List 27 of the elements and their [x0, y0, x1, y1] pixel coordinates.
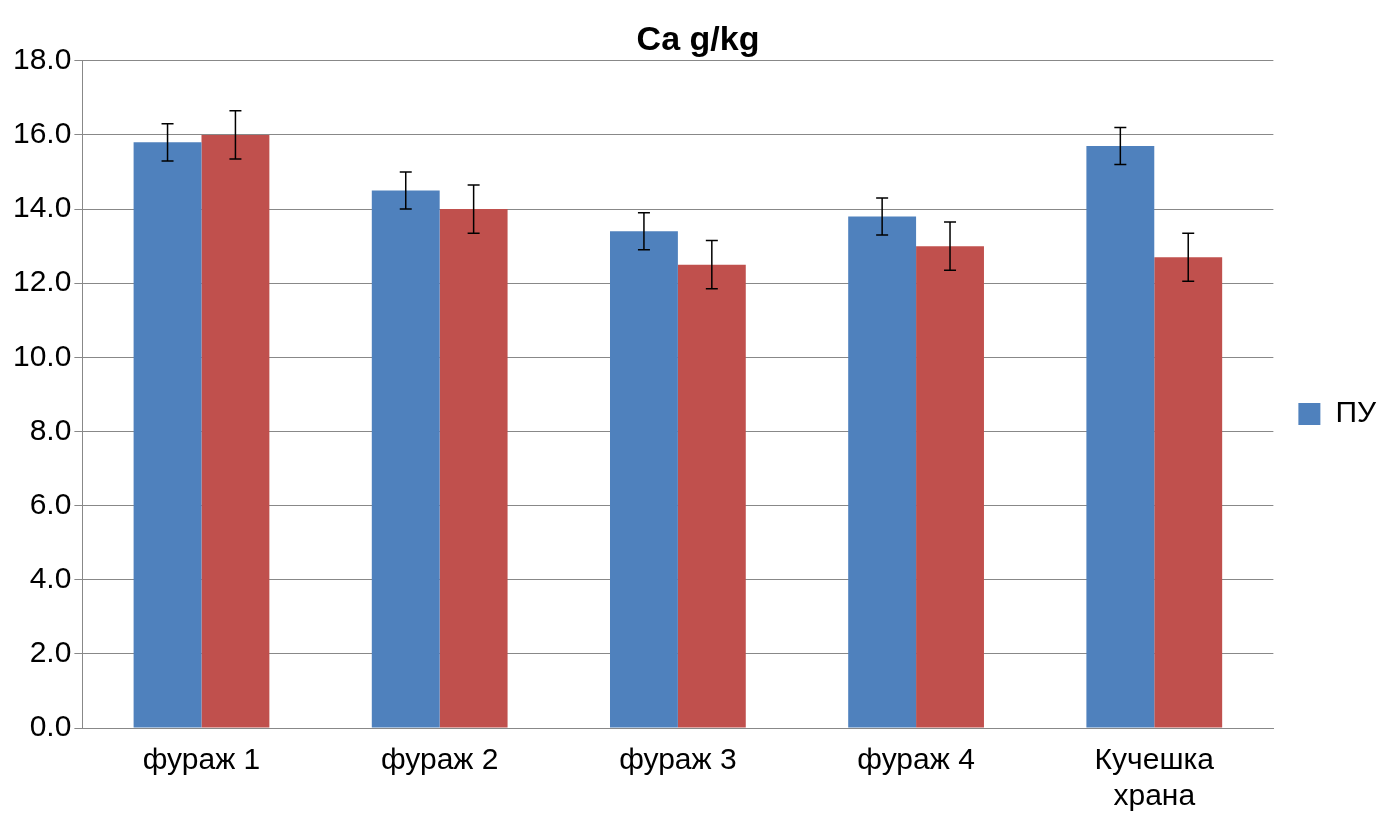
y-tick-label: 0.0: [29, 709, 72, 743]
y-tick-label: 4.0: [29, 561, 72, 594]
bar: [439, 209, 508, 728]
x-tick-label: Кучешка храна: [1094, 742, 1215, 812]
legend-label: ПУ: [1335, 395, 1377, 429]
x-tick-label: фураж 3: [619, 742, 737, 776]
bar: [1154, 257, 1223, 728]
y-tick-label: 6.0: [29, 486, 72, 520]
y-tick-label: 18.0: [13, 42, 72, 76]
bar: [201, 134, 270, 728]
y-tick-label: 8.0: [29, 412, 72, 446]
bar: [1086, 146, 1155, 728]
y-tick-label: 12.0: [13, 264, 72, 298]
bar: [916, 246, 984, 728]
x-tick-label: фураж 4: [857, 742, 975, 776]
y-tick-label: 2.0: [29, 635, 72, 669]
y-tick-label: 14.0: [13, 190, 72, 224]
bar: [610, 231, 678, 728]
y-tick-label: 10.0: [13, 338, 72, 372]
x-tick-label: фураж 1: [142, 742, 261, 776]
y-tick-label: 16.0: [13, 116, 72, 150]
bar: [848, 216, 917, 728]
bar: [133, 142, 202, 728]
bar: [677, 264, 746, 728]
chart-title: Ca g/kg: [636, 18, 760, 57]
bar: [371, 190, 440, 728]
x-tick-label: фураж 2: [380, 742, 499, 776]
